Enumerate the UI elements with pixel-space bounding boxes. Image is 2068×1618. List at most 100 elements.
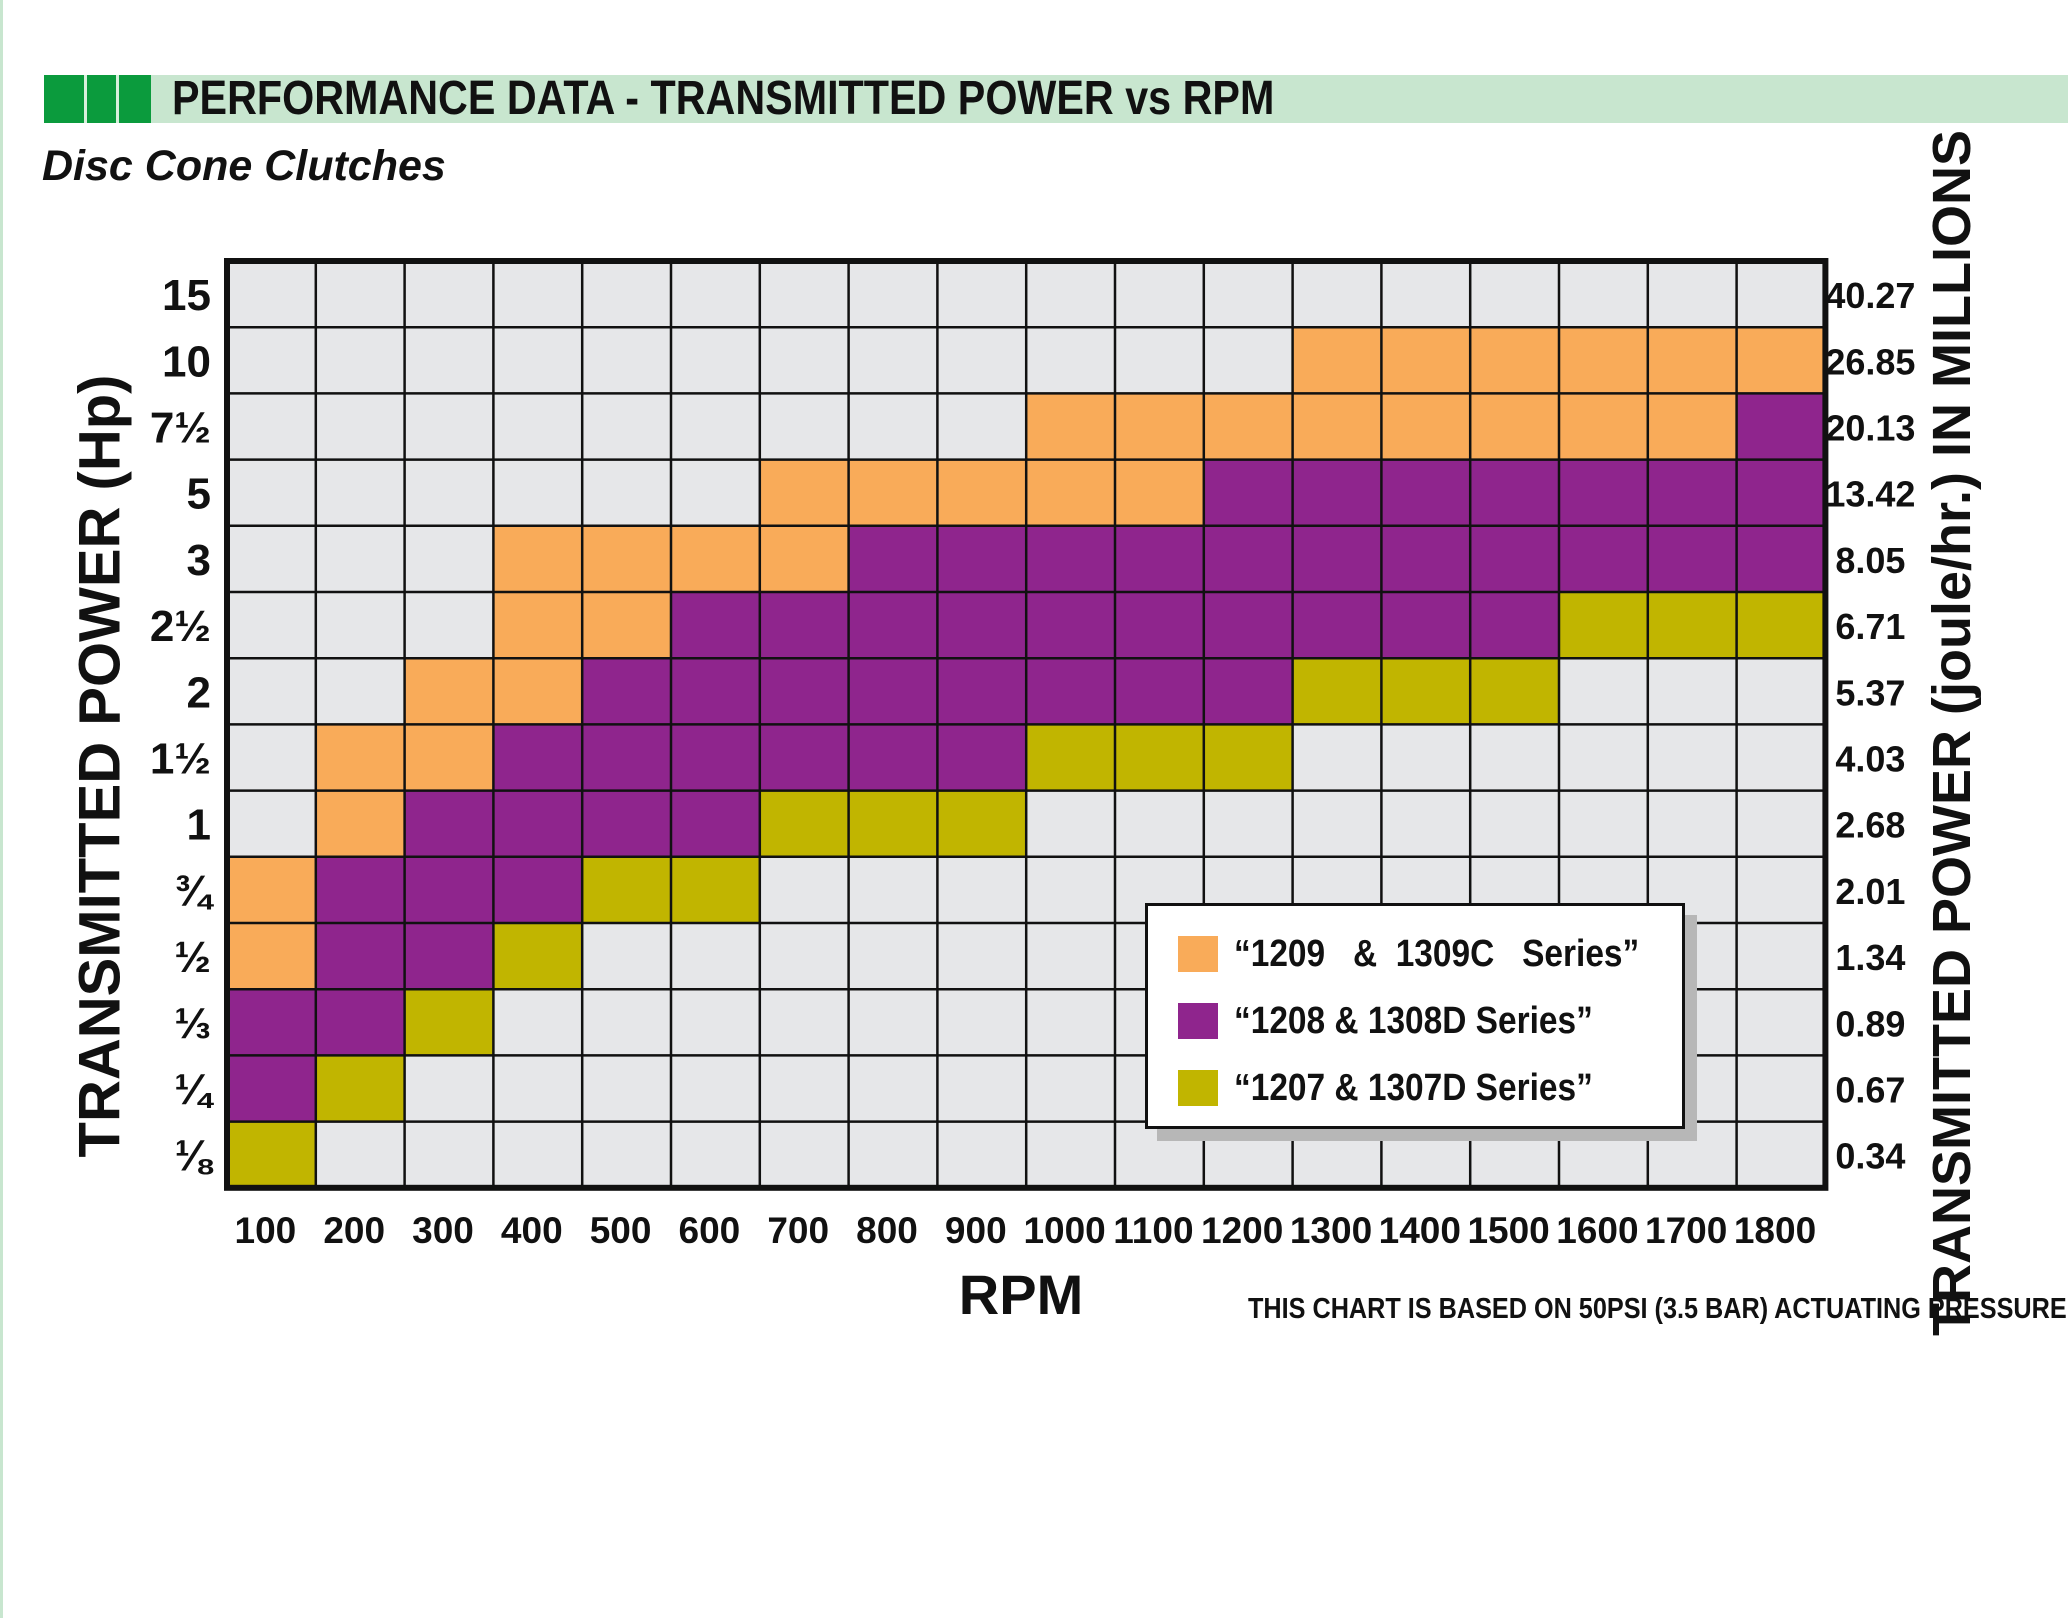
cell-1209 (1470, 327, 1559, 394)
plot-frame (224, 258, 1829, 1191)
cell-empty (582, 1055, 671, 1122)
cell-empty (404, 592, 494, 659)
cell-empty (1736, 923, 1826, 990)
header-accent-block (44, 75, 151, 123)
cell-empty (404, 1121, 494, 1188)
y2-tick-label: 26.85 (1825, 341, 1915, 382)
y2-tick-label: 40.27 (1825, 275, 1915, 316)
cell-empty (493, 1055, 583, 1122)
cell-1208 (671, 790, 760, 857)
x-tick-label: 500 (590, 1210, 652, 1251)
cell-1209 (315, 790, 405, 857)
cell-1208 (759, 724, 849, 791)
cell-1208 (671, 592, 760, 659)
cell-empty (404, 525, 494, 592)
cell-1209 (1470, 393, 1559, 460)
cell-empty (937, 1121, 1027, 1188)
cell-1208 (315, 856, 405, 923)
x-tick-label: 1200 (1201, 1210, 1283, 1251)
left-edge-rule (0, 0, 3, 1618)
cell-1207 (404, 989, 494, 1056)
cell-1207 (1559, 592, 1648, 659)
cell-1208 (848, 525, 938, 592)
cell-empty (1203, 1121, 1293, 1188)
cell-1207 (315, 1055, 405, 1122)
y-tick-label: 1½ (150, 735, 211, 784)
cell-1208 (1470, 525, 1559, 592)
cell-1208 (1115, 592, 1204, 659)
cell-1208 (1647, 525, 1737, 592)
cell-1207 (1381, 658, 1471, 725)
cell-1207 (1026, 724, 1115, 791)
cell-1209 (1381, 327, 1471, 394)
cell-empty (227, 592, 316, 659)
cell-empty (1559, 790, 1648, 857)
cell-1208 (1203, 525, 1293, 592)
cell-empty (582, 459, 671, 526)
cell-1208 (1470, 592, 1559, 659)
cell-1209 (493, 525, 583, 592)
cell-empty (1736, 1121, 1826, 1188)
cell-empty (404, 459, 494, 526)
cell-empty (582, 1121, 671, 1188)
cell-empty (315, 658, 405, 725)
cell-1207 (848, 790, 938, 857)
cell-empty (1381, 261, 1471, 328)
cell-empty (1736, 856, 1826, 923)
cell-empty (759, 393, 849, 460)
cell-1209 (1026, 459, 1115, 526)
page-subtitle: Disc Cone Clutches (42, 142, 446, 190)
x-tick-label: 400 (501, 1210, 563, 1251)
cell-empty (404, 261, 494, 328)
cell-1209 (848, 459, 938, 526)
cell-1209 (227, 856, 316, 923)
cell-1207 (1736, 592, 1826, 659)
cell-1208 (582, 658, 671, 725)
x-tick-label: 1500 (1467, 1210, 1549, 1251)
x-tick-label: 800 (856, 1210, 918, 1251)
cell-1209 (1647, 327, 1737, 394)
x-tick-label: 100 (235, 1210, 297, 1251)
cell-empty (582, 923, 671, 990)
cell-1208 (493, 790, 583, 857)
cell-1207 (759, 790, 849, 857)
cell-empty (1647, 1121, 1737, 1188)
cell-empty (227, 790, 316, 857)
cell-1208 (937, 658, 1027, 725)
cell-1208 (1026, 658, 1115, 725)
cell-1208 (759, 592, 849, 659)
cell-empty (1026, 989, 1115, 1056)
x-tick-label: 1400 (1379, 1210, 1461, 1251)
cell-empty (1647, 658, 1737, 725)
cell-empty (848, 1055, 938, 1122)
cell-empty (1203, 327, 1293, 394)
cell-empty (1292, 1121, 1382, 1188)
cell-1209 (493, 592, 583, 659)
cell-empty (759, 261, 849, 328)
cell-empty (1292, 724, 1382, 791)
cell-empty (1647, 261, 1737, 328)
cell-empty (315, 525, 405, 592)
cell-empty (848, 989, 938, 1056)
cell-1207 (1203, 724, 1293, 791)
cell-1208 (404, 790, 494, 857)
cell-empty (1026, 1055, 1115, 1122)
legend-label-1209: “1209 & 1309C Series” (1234, 933, 1640, 975)
y-tick-label: 2 (187, 668, 211, 717)
cell-1208 (848, 658, 938, 725)
cell-empty (1115, 790, 1204, 857)
cell-empty (671, 1121, 760, 1188)
cell-1207 (1647, 592, 1737, 659)
cell-empty (671, 393, 760, 460)
cell-empty (315, 592, 405, 659)
cell-empty (1736, 1055, 1826, 1122)
cell-1208 (315, 923, 405, 990)
cell-empty (1026, 856, 1115, 923)
cell-1209 (759, 459, 849, 526)
cell-empty (1470, 1121, 1559, 1188)
cell-empty (848, 1121, 938, 1188)
cell-1209 (1026, 393, 1115, 460)
cell-empty (671, 989, 760, 1056)
cell-1209 (1736, 327, 1826, 394)
cell-1208 (404, 923, 494, 990)
